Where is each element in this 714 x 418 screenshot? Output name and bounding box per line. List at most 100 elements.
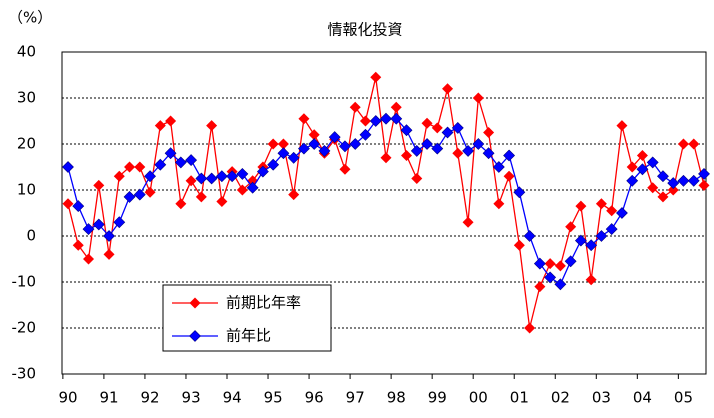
y-tick-label: 0 (26, 227, 36, 245)
x-tick-label: 02 (551, 389, 570, 407)
data-point (339, 163, 351, 175)
x-tick-label: 04 (633, 389, 652, 407)
data-point (667, 184, 679, 196)
data-point (483, 127, 495, 138)
x-tick-label: 98 (387, 389, 406, 407)
data-point (144, 170, 156, 183)
data-point (441, 126, 454, 139)
data-point (298, 113, 310, 125)
data-point (165, 115, 177, 127)
data-point (657, 191, 669, 203)
data-point (236, 184, 248, 196)
legend-label: 前年比 (226, 327, 271, 345)
data-point (503, 149, 516, 162)
data-point (442, 83, 454, 95)
data-point (93, 179, 105, 191)
y-tick-label: 40 (17, 43, 36, 61)
data-point (277, 147, 290, 160)
x-tick-label: 96 (305, 389, 324, 407)
data-point (698, 179, 710, 191)
data-point (267, 138, 279, 150)
data-point (134, 161, 146, 173)
data-point (113, 216, 126, 229)
plot-frame (61, 51, 707, 375)
data-point (205, 172, 218, 185)
data-point (462, 144, 474, 157)
x-tick-label: 03 (592, 389, 611, 407)
data-point (565, 221, 577, 233)
data-point (133, 188, 146, 201)
data-point (216, 196, 228, 207)
x-tick-label: 95 (264, 389, 283, 407)
data-point (647, 182, 659, 194)
data-point (626, 174, 639, 187)
data-point (359, 128, 372, 141)
data-point (195, 172, 208, 185)
data-point (154, 158, 167, 171)
data-point (123, 190, 136, 203)
data-point (636, 163, 649, 176)
data-point (431, 122, 443, 134)
data-point (185, 154, 198, 167)
data-point (585, 274, 597, 286)
data-point (544, 258, 556, 270)
data-point (564, 255, 577, 268)
data-point (390, 112, 403, 125)
data-point (298, 142, 310, 155)
data-point (308, 138, 321, 150)
data-point (82, 223, 95, 236)
data-point (328, 131, 341, 144)
data-point (677, 138, 689, 150)
data-point (400, 124, 413, 137)
data-point (164, 147, 177, 160)
data-point (533, 257, 546, 270)
data-point (410, 144, 423, 157)
data-point (154, 120, 166, 132)
data-point (451, 121, 464, 134)
y-tick-label: 10 (17, 181, 36, 199)
data-point (308, 129, 320, 141)
legend-label: 前期比年率 (226, 294, 301, 312)
data-point (215, 170, 228, 183)
x-tick-label: 94 (223, 389, 242, 407)
data-point (554, 278, 567, 291)
data-point (554, 260, 566, 272)
data-point (113, 170, 125, 182)
data-point (359, 115, 371, 127)
data-point (595, 230, 608, 242)
data-point (287, 151, 300, 164)
data-point (503, 170, 515, 182)
data-point (92, 218, 105, 231)
data-point (369, 115, 382, 127)
data-point (390, 101, 402, 113)
data-point (575, 200, 587, 212)
data-point (339, 140, 351, 153)
data-point (256, 165, 269, 178)
y-tick-label: -20 (12, 319, 37, 337)
data-point (349, 138, 362, 150)
data-point (605, 223, 618, 236)
data-point (195, 191, 207, 203)
x-tick-label: 00 (469, 389, 488, 407)
data-point (636, 150, 648, 161)
data-point (462, 216, 474, 228)
data-point (667, 177, 680, 190)
data-point (534, 281, 546, 293)
y-tick-label: -30 (12, 365, 37, 383)
data-point (472, 138, 485, 150)
legend-marker (189, 330, 201, 342)
data-point (421, 138, 433, 150)
legend-marker (189, 297, 201, 309)
data-point (380, 152, 392, 164)
data-point (493, 198, 505, 210)
data-point (226, 170, 239, 183)
data-point (452, 147, 464, 159)
x-tick-label: 92 (141, 389, 160, 407)
legend-box (162, 284, 332, 352)
data-point (277, 138, 289, 150)
data-point (482, 147, 495, 160)
data-point (370, 71, 382, 83)
data-point (657, 170, 669, 183)
data-point (380, 112, 392, 125)
data-point (349, 101, 361, 113)
